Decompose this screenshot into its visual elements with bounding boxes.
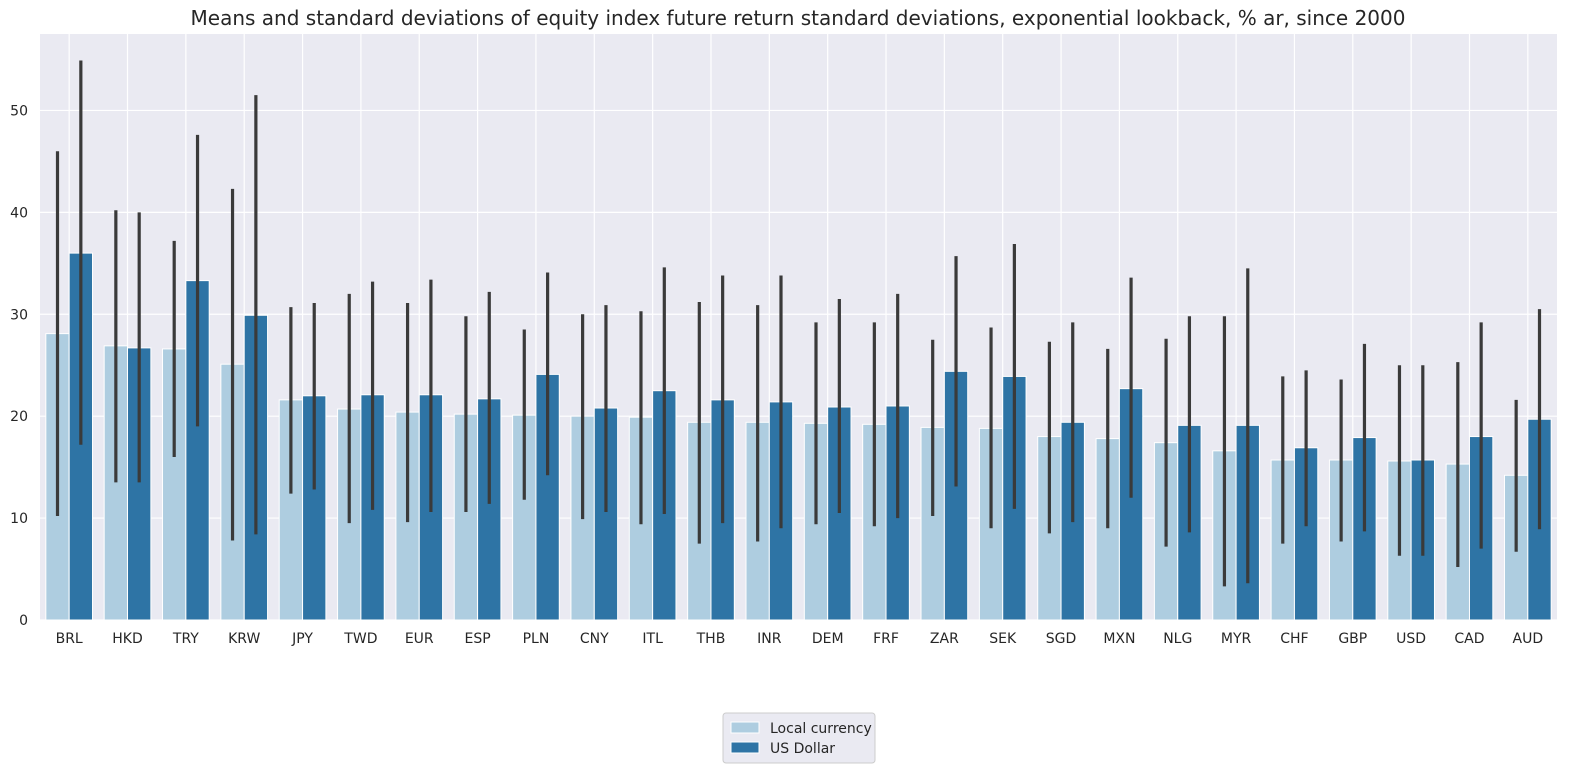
x-tick-label: FRF [873,631,899,647]
x-tick-label: CNY [580,631,609,647]
x-tick-label: CAD [1454,631,1484,647]
y-axis-ticks: 0 10 20 30 40 50 [10,103,28,629]
legend-swatch-local-currency [730,721,760,734]
x-tick-label: SEK [989,631,1017,647]
x-tick-label: BRL [56,631,83,647]
y-tick-label: 40 [10,205,28,221]
x-tick-label: INR [757,631,782,647]
x-tick-label: ZAR [930,631,959,647]
y-tick-label: 0 [19,613,28,629]
x-tick-label: ITL [642,631,663,647]
error-bars [55,60,1542,587]
x-tick-label: HKD [112,631,143,647]
y-tick-label: 50 [10,103,28,119]
x-tick-label: TRY [172,631,199,647]
x-tick-label: DEM [812,631,844,647]
legend-label-us-dollar: US Dollar [770,741,835,757]
y-tick-label: 20 [10,409,28,425]
x-tick-label: THB [696,631,726,647]
x-tick-label: CHF [1280,631,1308,647]
x-tick-label: JPY [291,631,313,647]
x-tick-label: MYR [1221,631,1252,647]
legend-swatch-us-dollar [730,741,760,754]
x-axis-ticks: BRL HKD TRY KRW JPY TWD EUR ESP PLN CNY ITL THB INR D… [56,631,1544,647]
y-tick-label: 10 [10,511,28,527]
x-tick-label: MXN [1103,631,1135,647]
x-tick-label: ESP [465,631,491,647]
legend-label-local-currency: Local currency [770,721,872,737]
legend-box [722,712,876,764]
x-tick-label: SGD [1046,631,1077,647]
chart-title: Means and standard deviations of equity … [191,6,1406,30]
x-tick-label: PLN [523,631,550,647]
x-tick-label: EUR [405,631,434,647]
x-tick-label: AUD [1513,631,1544,647]
legend: Local currency US Dollar [722,712,876,764]
x-tick-label: USD [1396,631,1426,647]
y-tick-label: 30 [10,307,28,323]
x-tick-label: TWD [343,631,377,647]
x-tick-label: GBP [1338,631,1367,647]
x-tick-label: NLG [1163,631,1192,647]
bars [45,252,1552,621]
x-tick-label: KRW [228,631,260,647]
